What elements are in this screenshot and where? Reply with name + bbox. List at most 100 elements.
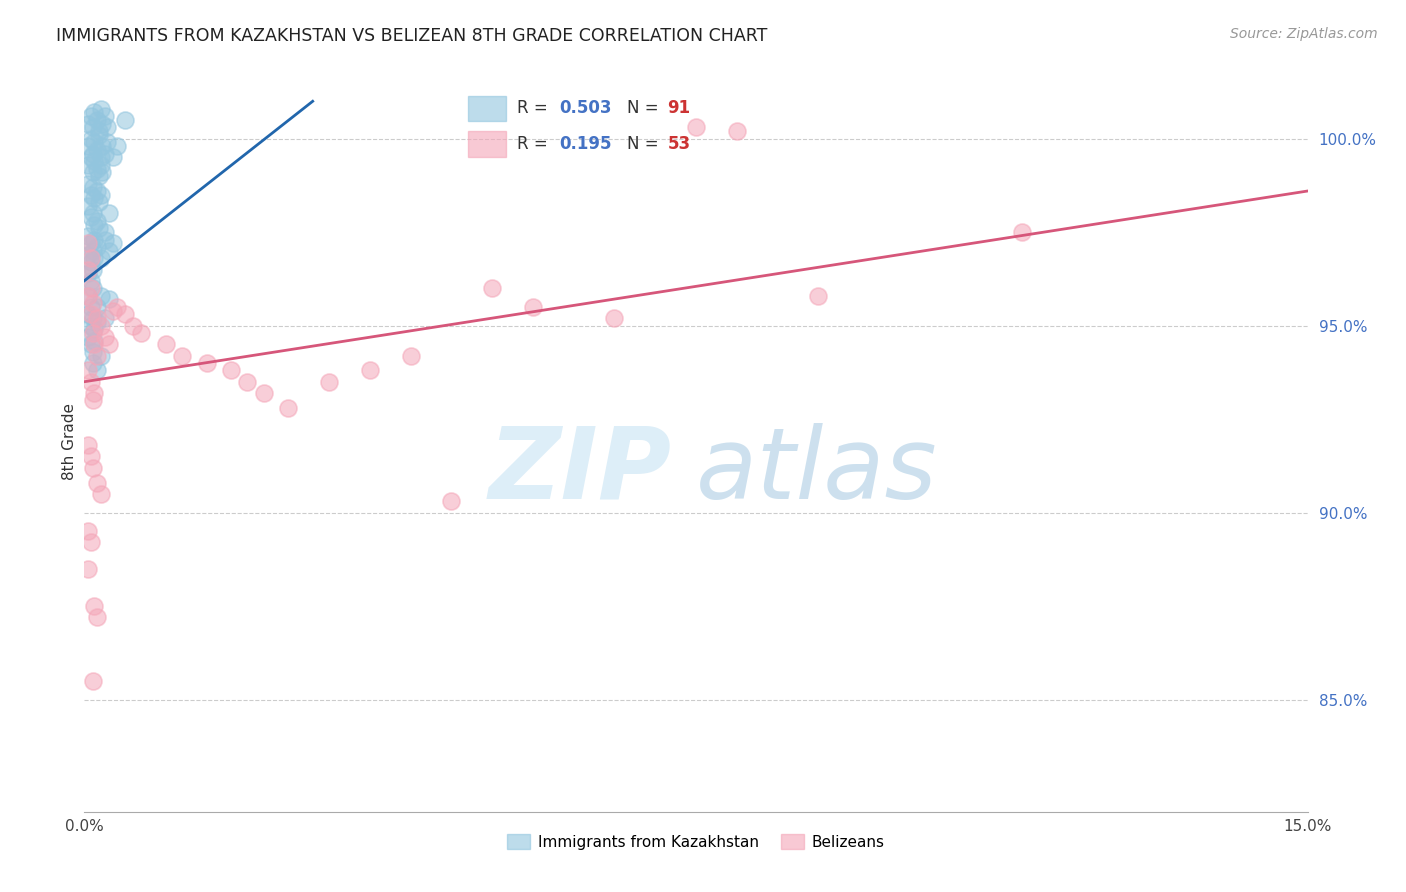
Point	[87, 195, 110, 210]
Point	[97, 337, 120, 351]
Point	[101, 150, 124, 164]
Point	[86, 315, 108, 329]
Point	[87, 169, 110, 183]
Point	[86, 363, 108, 377]
Y-axis label: 8th Grade: 8th Grade	[62, 403, 77, 480]
Point	[80, 210, 103, 224]
Point	[725, 124, 748, 138]
Point	[82, 393, 104, 408]
Point	[101, 303, 124, 318]
Point	[77, 562, 100, 576]
Point	[101, 236, 124, 251]
Point	[82, 296, 104, 310]
Point	[77, 289, 100, 303]
Point	[105, 300, 128, 314]
Point	[195, 356, 218, 370]
Point	[83, 192, 105, 206]
Point	[440, 494, 463, 508]
Point	[77, 524, 100, 539]
Point	[80, 109, 103, 123]
Point	[80, 187, 103, 202]
Point	[80, 318, 103, 333]
Point	[86, 300, 108, 314]
Point	[77, 117, 100, 131]
Point	[86, 112, 108, 127]
Point	[80, 535, 103, 549]
Point	[80, 274, 103, 288]
Point	[86, 349, 108, 363]
Point	[97, 244, 120, 258]
Point	[86, 161, 108, 176]
Point	[77, 307, 100, 321]
Point	[90, 252, 112, 266]
Point	[80, 375, 103, 389]
Point	[86, 214, 108, 228]
Point	[90, 158, 112, 172]
Point	[87, 124, 110, 138]
Point	[90, 349, 112, 363]
Point	[90, 102, 112, 116]
Text: ZIP: ZIP	[488, 423, 672, 520]
Legend: Immigrants from Kazakhstan, Belizeans: Immigrants from Kazakhstan, Belizeans	[501, 828, 891, 856]
Point	[82, 673, 104, 688]
Point	[83, 105, 105, 120]
Point	[83, 322, 105, 336]
Point	[1011, 225, 1033, 239]
Point	[80, 450, 103, 464]
Text: IMMIGRANTS FROM KAZAKHSTAN VS BELIZEAN 8TH GRADE CORRELATION CHART: IMMIGRANTS FROM KAZAKHSTAN VS BELIZEAN 8…	[56, 27, 768, 45]
Point	[83, 334, 105, 348]
Point	[91, 139, 114, 153]
Point	[80, 255, 103, 269]
Point	[359, 363, 381, 377]
Point	[77, 262, 100, 277]
Point	[93, 225, 115, 239]
Point	[77, 330, 100, 344]
Point	[77, 236, 100, 251]
Point	[114, 112, 136, 127]
Point	[77, 266, 100, 280]
Point	[82, 281, 104, 295]
Point	[83, 337, 105, 351]
Point	[87, 128, 110, 142]
Point	[83, 599, 105, 613]
Point	[481, 281, 503, 295]
Point	[86, 610, 108, 624]
Point	[97, 206, 120, 220]
Point	[219, 363, 242, 377]
Point	[80, 252, 103, 266]
Point	[87, 221, 110, 235]
Point	[603, 311, 626, 326]
Point	[93, 109, 115, 123]
Point	[80, 131, 103, 145]
Point	[86, 143, 108, 157]
Point	[522, 300, 544, 314]
Point	[80, 236, 103, 251]
Point	[90, 289, 112, 303]
Point	[277, 401, 299, 415]
Point	[82, 165, 104, 179]
Point	[93, 330, 115, 344]
Point	[90, 150, 112, 164]
Point	[80, 300, 103, 314]
Point	[91, 165, 114, 179]
Point	[82, 460, 104, 475]
Point	[77, 363, 100, 377]
Point	[122, 318, 145, 333]
Point	[77, 199, 100, 213]
Point	[90, 187, 112, 202]
Point	[83, 154, 105, 169]
Point	[131, 326, 153, 340]
Point	[96, 120, 118, 135]
Point	[82, 344, 104, 359]
Point	[807, 289, 830, 303]
Point	[97, 293, 120, 307]
Point	[105, 139, 128, 153]
Point	[83, 233, 105, 247]
Point	[86, 184, 108, 198]
Point	[82, 326, 104, 340]
Point	[83, 218, 105, 232]
Point	[80, 337, 103, 351]
Point	[77, 247, 100, 261]
Point	[77, 177, 100, 191]
Point	[685, 120, 707, 135]
